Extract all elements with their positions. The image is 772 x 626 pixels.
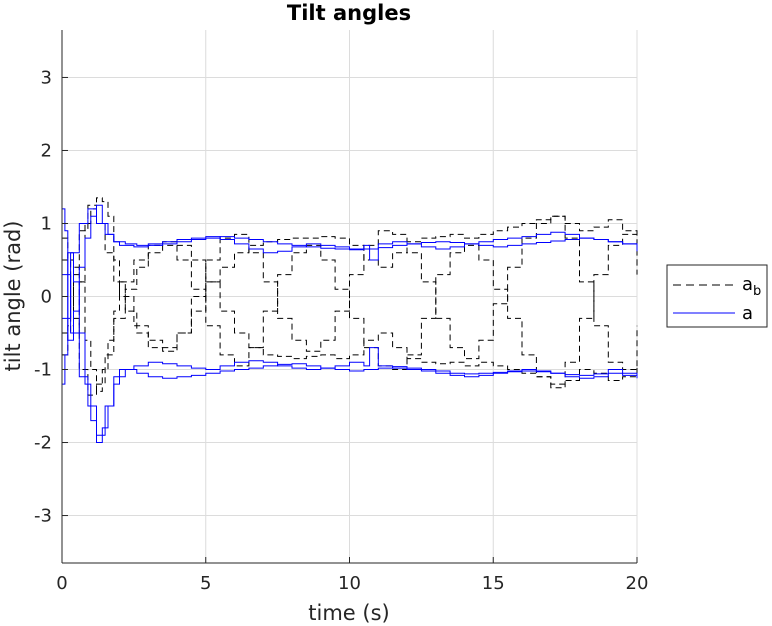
chart-title: Tilt angles: [287, 1, 411, 25]
series-line-ab-0: [62, 197, 638, 349]
x-tick-label: 15: [482, 573, 505, 594]
axes: [61, 30, 638, 564]
legend: ab a: [666, 264, 768, 328]
y-tick-label: -1: [34, 360, 52, 381]
series-line-a-5: [62, 252, 638, 443]
x-tick-label: 0: [56, 573, 67, 594]
y-axis-label: tilt angle (rad): [1, 221, 25, 372]
series-line-ab-1: [62, 241, 638, 392]
legend-label-ab-subscript: b: [753, 284, 761, 299]
legend-label-ab-base: a: [742, 274, 753, 295]
legend-box: [666, 264, 768, 328]
y-tick-label: 0: [41, 287, 52, 308]
series-line-ab-3: [62, 204, 638, 370]
x-tick-label: 5: [200, 573, 211, 594]
x-axis-label: time (s): [308, 601, 389, 625]
y-tick-label: 2: [41, 140, 52, 161]
y-tick-label: -2: [34, 433, 52, 454]
y-tick-label: 3: [41, 67, 52, 88]
x-tick-label: 20: [626, 573, 649, 594]
legend-label-ab: ab: [742, 274, 761, 299]
tick-labels: 0 5 10 15 20 -3 -2 -1 0 1 2 3: [34, 67, 648, 594]
series-line-a-7: [62, 208, 638, 319]
series-line-a-6: [62, 274, 638, 436]
x-tick-label: 10: [338, 573, 361, 594]
y-tick-label: 1: [41, 213, 52, 234]
y-tick-label: -3: [34, 506, 52, 527]
series-lines: [62, 197, 638, 443]
legend-label-a: a: [742, 303, 753, 324]
